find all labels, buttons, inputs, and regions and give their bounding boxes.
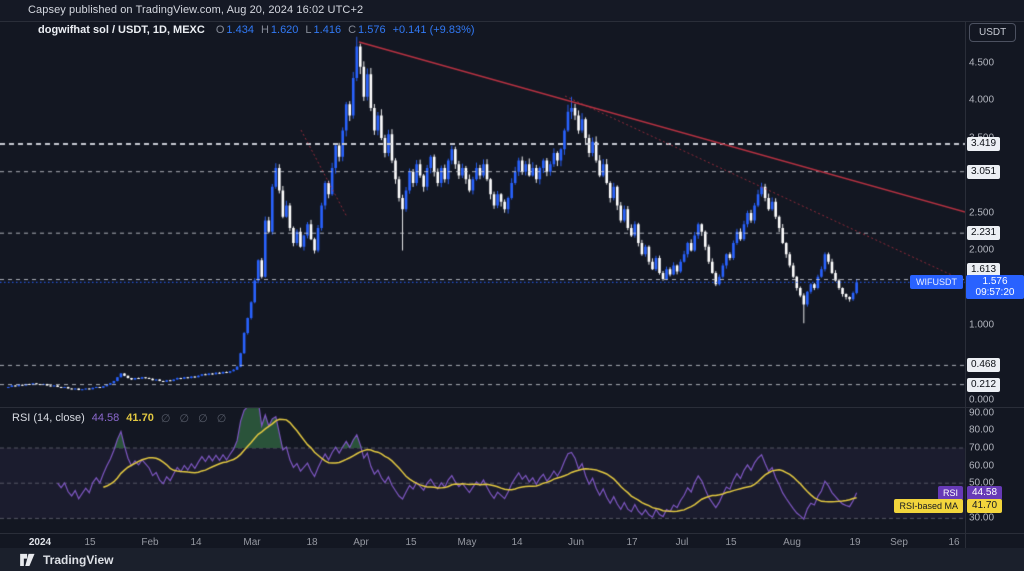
time-axis-tick: Jul — [675, 537, 689, 548]
current-price-value: 1.576 — [982, 276, 1008, 287]
bar-countdown: 09:57:20 — [975, 287, 1015, 298]
pane-divider — [0, 407, 1024, 408]
rsi-badge: RSI — [937, 486, 963, 500]
time-axis-tick: Feb — [141, 537, 159, 548]
topbar-divider — [0, 21, 1024, 22]
price-axis-divider — [965, 21, 966, 548]
price-level-label: 2.231 — [967, 226, 1001, 240]
publish-bar — [0, 0, 1024, 21]
time-axis-tick: 14 — [190, 537, 202, 548]
rsi-axis-label: 90.00 — [969, 407, 995, 419]
rsi-axis-label: 30.00 — [969, 512, 995, 524]
symbol-legend: dogwifhat sol / USDT, 1D, MEXC O 1.434 H… — [38, 24, 475, 36]
rsi-ma-badge: RSI-based MA — [894, 499, 963, 513]
time-axis-tick: 15 — [84, 537, 96, 548]
open-value: 1.434 — [226, 24, 254, 36]
rsi-axis-label: 50.00 — [969, 477, 995, 489]
price-level-label: 0.468 — [967, 358, 1001, 372]
time-axis-tick: 15 — [725, 537, 737, 548]
time-axis-tick: Mar — [243, 537, 261, 548]
price-level-label: 3.419 — [967, 137, 1001, 151]
price-axis-label: 0.000 — [969, 394, 995, 406]
price-axis-label: 4.500 — [969, 57, 995, 69]
rsi-axis-label: 80.00 — [969, 424, 995, 436]
time-axis-tick: 15 — [405, 537, 417, 548]
time-axis-tick: 16 — [948, 537, 960, 548]
time-axis-tick: 17 — [626, 537, 638, 548]
rsi-empty-symbols: ∅ ∅ ∅ ∅ — [160, 413, 230, 425]
currency-toggle-button[interactable]: USDT — [969, 23, 1017, 42]
low-value: 1.416 — [313, 24, 342, 36]
rsi-title: RSI (14, close) — [12, 412, 85, 424]
open-label: O — [215, 24, 225, 36]
current-price-label: 1.576 09:57:20 — [966, 275, 1024, 299]
time-axis-tick: May — [457, 537, 477, 548]
time-axis-tick: 14 — [511, 537, 523, 548]
price-axis-label: 4.000 — [969, 94, 995, 106]
rsi-axis-label: 60.00 — [969, 460, 995, 472]
change-value: +0.141 (+9.83%) — [392, 24, 475, 36]
time-axis-tick: Apr — [353, 537, 369, 548]
time-axis-tick: 18 — [306, 537, 318, 548]
time-axis-tick: Sep — [890, 537, 908, 548]
tradingview-logo-icon[interactable] — [20, 553, 37, 566]
high-label: H — [260, 24, 269, 36]
rsi-axis-value: 44.58 — [967, 486, 1003, 500]
symbol-title: dogwifhat sol / USDT, 1D, MEXC — [38, 24, 205, 36]
rsi-axis-label: 70.00 — [969, 442, 995, 454]
symbol-marker-pill: WIFUSDT — [910, 275, 963, 289]
price-axis-label: 2.500 — [969, 207, 995, 219]
price-axis-label: 2.000 — [969, 244, 995, 256]
tradingview-brand[interactable]: TradingView — [43, 552, 114, 567]
rsi-ma-axis-value: 41.70 — [967, 499, 1003, 513]
price-level-label: 3.051 — [967, 165, 1001, 179]
rsi-legend: RSI (14, close) 44.58 41.70 ∅ ∅ ∅ ∅ — [12, 412, 229, 425]
time-axis-tick: Aug — [783, 537, 801, 548]
time-axis-divider — [0, 533, 1024, 534]
publish-text: Capsey published on TradingView.com, Aug… — [28, 4, 364, 16]
time-axis-tick: 19 — [849, 537, 861, 548]
price-level-label: 1.613 — [967, 263, 1001, 277]
time-axis-tick: 2024 — [28, 537, 52, 548]
rsi-ma-value: 41.70 — [126, 412, 154, 424]
close-label: C — [348, 24, 357, 36]
rsi-value: 44.58 — [91, 412, 120, 424]
price-level-label: 0.212 — [967, 378, 1001, 392]
high-value: 1.620 — [270, 24, 299, 36]
price-axis-label: 1.000 — [969, 319, 995, 331]
close-value: 1.576 — [358, 24, 386, 36]
low-label: L — [305, 24, 312, 36]
footer-bar: TradingView — [0, 548, 1024, 571]
time-axis-tick: Jun — [567, 537, 585, 548]
